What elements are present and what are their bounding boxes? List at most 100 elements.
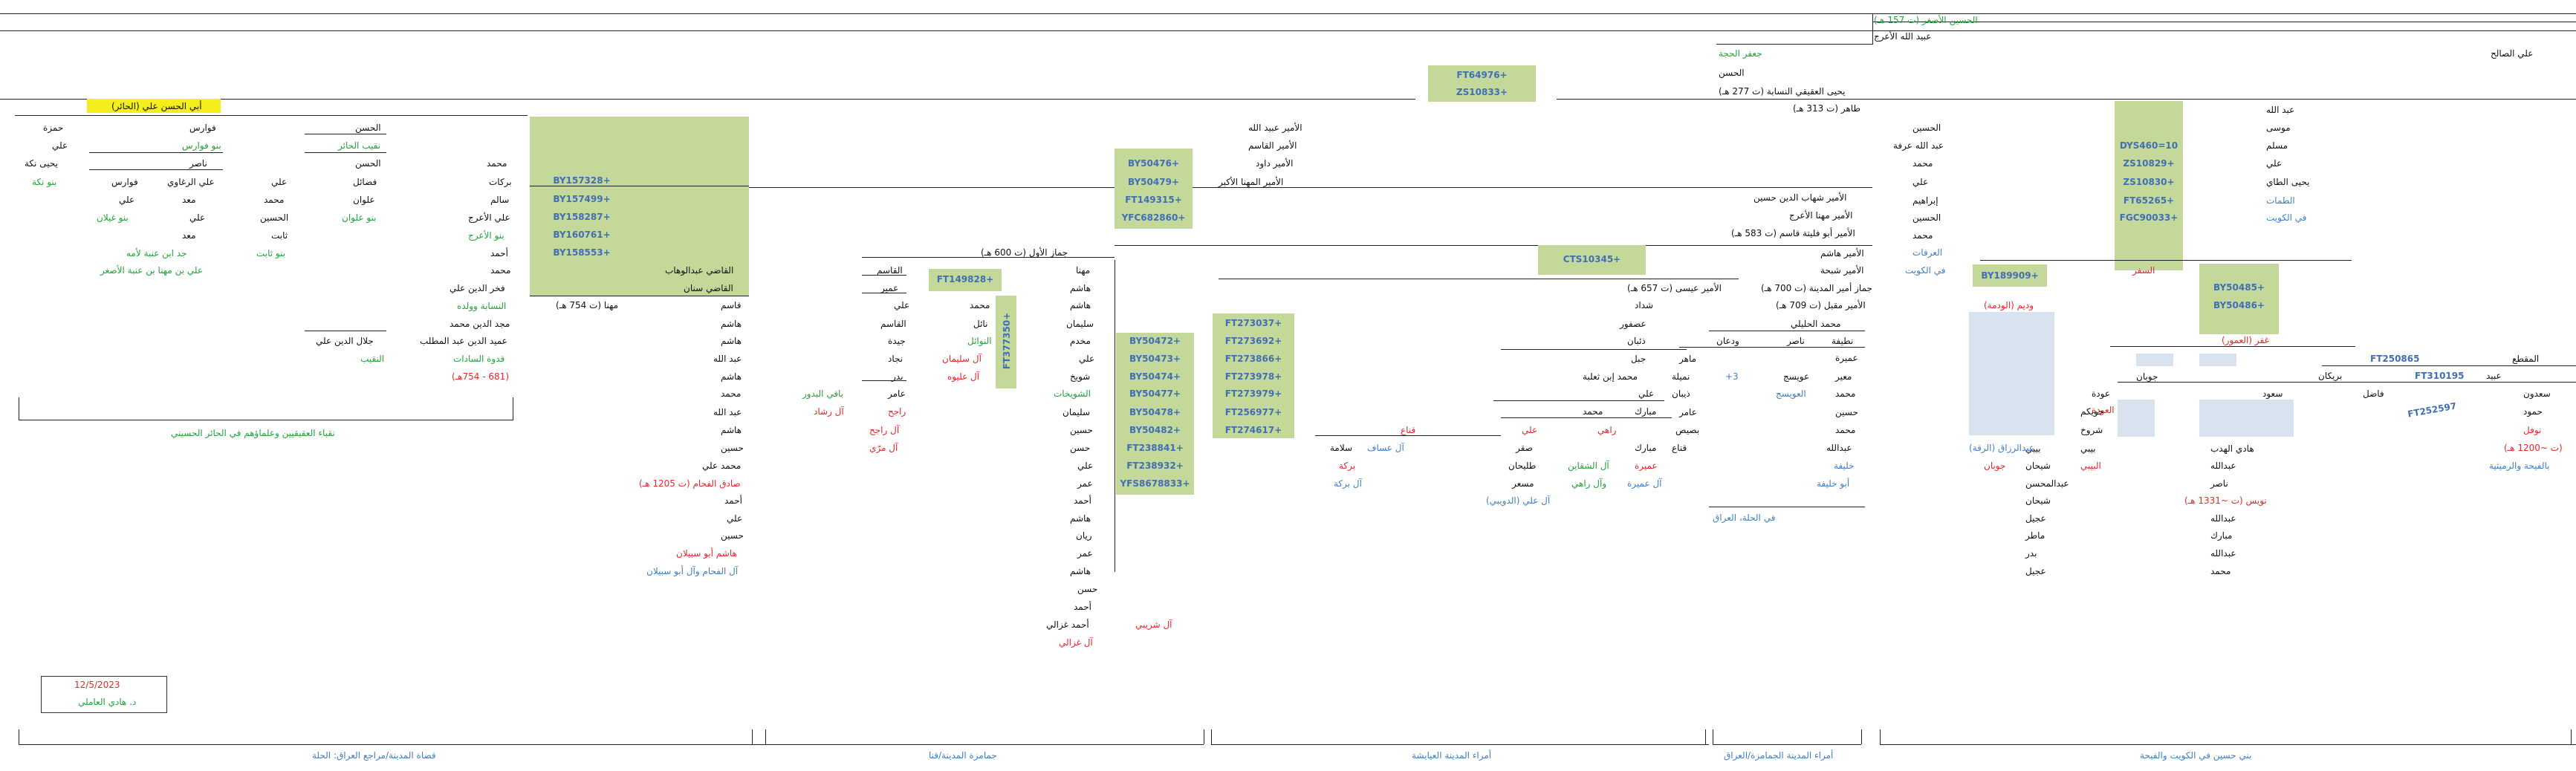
hb-5: الحسين xyxy=(1912,212,1941,223)
haplo-by50472: BY50472+ xyxy=(1129,336,1181,346)
umayra: عميرة xyxy=(1635,461,1658,471)
hair-yellow: أبي الحسن علي (الحائر) xyxy=(111,101,202,111)
jammaz-amir: جماز أمير المدينة (ت 700 هـ) xyxy=(1761,283,1872,293)
ja-17: هاشم xyxy=(1070,566,1091,576)
kw-m-1: شيحان xyxy=(2025,461,2051,471)
qd-2: هاشم xyxy=(721,336,742,346)
haplo-ft238932: FT238932+ xyxy=(1126,461,1184,471)
kw-m-0: بيبي xyxy=(2025,443,2041,454)
haplo-fgc90033: FGC90033+ xyxy=(2119,212,2178,223)
gen5: طاهر (ت 313 هـ) xyxy=(1793,103,1861,114)
amir-isa: الأمير عيسى (ت 657 هـ) xyxy=(1627,283,1722,293)
gen1: عبيد الله الأعرج xyxy=(1874,31,1932,42)
ja-2: هاشم xyxy=(1070,300,1091,310)
kw-r-5: مبارك xyxy=(2210,530,2233,541)
hb-3: علي xyxy=(1912,177,1929,187)
er-0: ماهر xyxy=(1679,354,1697,364)
haplo-ft273866: FT273866+ xyxy=(1224,354,1282,364)
ja-al-rajih: آل راجح xyxy=(869,425,900,435)
ja-baqi: باقي البدور xyxy=(802,388,844,399)
qd-4: هاشم xyxy=(721,371,742,382)
ubaid: عبيد xyxy=(2486,371,2502,381)
hilla-muhammad2: محمد xyxy=(1835,425,1856,435)
ja-20: أحمد غزالي xyxy=(1046,619,1089,630)
hb-2: محمد xyxy=(1912,158,1933,169)
hb-0: الحسين xyxy=(1912,123,1941,133)
haplo-ft256977: FT256977+ xyxy=(1224,407,1282,417)
hm2-3: ثابت xyxy=(271,230,288,241)
umayra2: آل عميرة xyxy=(1627,478,1662,489)
qd-13: حسين xyxy=(721,530,744,541)
hm2-1: محمد xyxy=(264,195,285,205)
ali-1: علي xyxy=(1638,388,1655,399)
hr-8: النسابة وولده xyxy=(457,301,507,311)
hilla-khalifa: خليفة xyxy=(1834,461,1855,471)
ja-umair: عمير xyxy=(880,283,899,293)
haplo-zs10830: ZS10830+ xyxy=(2123,177,2175,187)
ja-10: حسن xyxy=(1070,443,1091,453)
haplo-zs10833: ZS10833+ xyxy=(1456,87,1508,97)
hilla-abdullah: عبدالله xyxy=(1826,443,1852,453)
mubarak: مبارك xyxy=(1635,406,1657,417)
haplo-ft64976: FT64976+ xyxy=(1456,70,1508,80)
er-4: بصيص xyxy=(1675,425,1700,435)
rahi: راهي xyxy=(1597,425,1617,435)
top-haplo-box xyxy=(1428,65,1536,102)
qd-0: قاسم xyxy=(721,300,742,310)
haplo-ft149315: FT149315+ xyxy=(1125,195,1182,205)
qd-14: هاشم أبو سبيلان xyxy=(676,548,737,559)
haplo-by50474: BY50474+ xyxy=(1129,371,1181,382)
hr-0: محمد xyxy=(487,158,507,169)
haplo-by189909: BY189909+ xyxy=(1981,270,2039,281)
ja-11: علي xyxy=(1077,461,1094,471)
hair-yellow-box xyxy=(87,99,221,113)
thiyab: ذئبان xyxy=(1627,336,1646,346)
hm-4: علوان xyxy=(353,195,375,205)
widam: وديم (الودمة) xyxy=(1984,300,2034,310)
kw-m-7: عجيل xyxy=(2025,566,2046,576)
qd-5: محمد xyxy=(721,388,742,399)
ft310195: FT310195 xyxy=(2415,371,2465,381)
muhanna-754: مهنا (ت 754 هـ) xyxy=(556,300,619,310)
salama: سلامة xyxy=(1330,443,1353,453)
qd-10: صادق الفحام (ت 1205 هـ) xyxy=(639,478,741,489)
ja-nail: نائل xyxy=(973,319,988,329)
jammaz-awwal: جماز الأول (ت 600 هـ) xyxy=(981,247,1068,258)
ja-c2-1: القاسم xyxy=(880,319,906,329)
ja-1: هاشم xyxy=(1070,283,1091,293)
haplo-by50486: BY50486+ xyxy=(2213,300,2265,310)
qd-11: أحمد xyxy=(724,495,742,506)
kw-far-2: نوفل xyxy=(2523,425,2542,435)
kw-r-2: ناصر xyxy=(2210,478,2228,489)
ja-nawail: النوائل xyxy=(967,336,992,346)
qd-1: هاشم xyxy=(721,319,742,329)
haplo-by50477: BY50477+ xyxy=(1129,388,1181,399)
kw-m-3: شيحان xyxy=(2025,495,2051,506)
ja-c2-0: علي xyxy=(894,300,910,310)
hr-3: علي الأعرج xyxy=(468,212,510,223)
auda: عودة xyxy=(2092,388,2110,399)
root-title: الحسين الأصغر (ت 157 هـ) xyxy=(1874,15,1978,25)
ghafar: غفر (العمور) xyxy=(2222,335,2269,345)
haplo-by157499: BY157499+ xyxy=(553,194,611,204)
ja-c2-3: نجاد xyxy=(888,354,903,364)
haplo-ft377350: FT377350+ xyxy=(1002,312,1012,370)
jalal: جلال الدين علي xyxy=(316,336,374,346)
amir-muhanna: الأمير المهنا الأكبر xyxy=(1219,177,1284,187)
hilla-natifa: نطيفة xyxy=(1832,336,1854,346)
ja-al-muri: آل مرّي xyxy=(869,443,898,453)
muhammad-1: محمد xyxy=(1583,406,1603,417)
ja-0: مهنا xyxy=(1076,265,1091,276)
kw-name-6: في الكويت xyxy=(2266,212,2307,223)
ja-al-sulaiman: آل سليمان xyxy=(942,354,982,364)
ja-c2-4: بدر xyxy=(892,371,903,382)
ja-14: هاشم xyxy=(1070,513,1091,524)
ja-9: حسين xyxy=(1070,425,1093,435)
kw-r-3: نويس (ت ~1331 هـ) xyxy=(2184,495,2267,506)
bibi2: البيبي xyxy=(2080,461,2101,471)
qanaa: قناع xyxy=(1401,425,1416,435)
jabal: جبل xyxy=(1631,354,1647,364)
amir-shabha: الأمير شبحة xyxy=(1820,265,1864,276)
amir-hashim: الأمير هاشم xyxy=(1820,248,1864,258)
hilla-muair: معير xyxy=(1835,371,1852,382)
